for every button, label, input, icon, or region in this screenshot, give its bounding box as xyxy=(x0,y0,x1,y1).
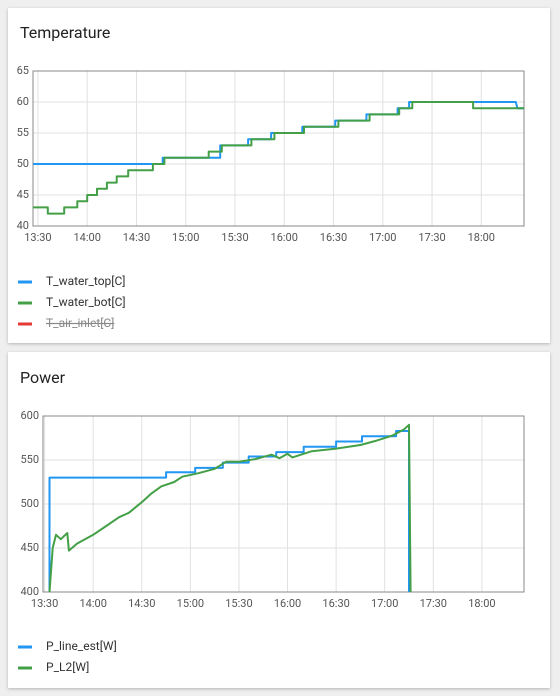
y-tick-label: 55 xyxy=(17,126,29,139)
x-tick-label: 15:00 xyxy=(177,597,204,610)
x-tick-label: 14:30 xyxy=(128,597,155,610)
x-tick-label: 13:30 xyxy=(31,597,58,610)
x-tick-label: 15:30 xyxy=(225,597,252,610)
x-tick-label: 14:00 xyxy=(73,231,100,244)
card xyxy=(8,8,550,343)
x-tick-label: 16:00 xyxy=(271,231,298,244)
x-tick-label: 16:30 xyxy=(320,231,347,244)
x-tick-label: 15:00 xyxy=(172,231,199,244)
x-tick-label: 17:00 xyxy=(369,231,396,244)
x-tick-label: 13:30 xyxy=(24,231,51,244)
card xyxy=(8,352,550,688)
y-tick-label: 550 xyxy=(20,453,39,466)
series-line xyxy=(48,423,412,593)
y-tick-label: 65 xyxy=(17,64,29,77)
y-tick-label: 500 xyxy=(20,497,39,510)
y-tick-label: 60 xyxy=(17,95,29,108)
y-tick-label: 600 xyxy=(20,409,39,422)
y-tick-label: 40 xyxy=(17,219,29,232)
plot-frame xyxy=(42,415,525,593)
x-tick-label: 16:00 xyxy=(274,597,301,610)
y-tick-label: 450 xyxy=(20,541,39,554)
legend-label: T_water_top[C] xyxy=(46,274,125,288)
plot-frame xyxy=(32,70,525,227)
y-tick-label: 45 xyxy=(17,188,29,201)
legend-label: P_L2[W] xyxy=(46,660,89,674)
x-tick-label: 18:00 xyxy=(468,231,495,244)
x-tick-label: 15:30 xyxy=(221,231,248,244)
x-tick-label: 14:00 xyxy=(80,597,107,610)
x-tick-label: 17:00 xyxy=(371,597,398,610)
x-tick-label: 18:00 xyxy=(468,597,495,610)
x-tick-label: 17:30 xyxy=(420,597,447,610)
series-line xyxy=(33,101,524,215)
legend-label: T_water_bot[C] xyxy=(46,295,126,309)
x-tick-label: 17:30 xyxy=(418,231,445,244)
x-tick-label: 16:30 xyxy=(322,597,349,610)
y-tick-label: 50 xyxy=(17,157,29,170)
chart-title: Temperature xyxy=(20,23,110,42)
x-tick-label: 14:30 xyxy=(123,231,150,244)
series-line xyxy=(48,430,410,592)
y-tick-label: 400 xyxy=(20,585,39,598)
legend-label: P_line_est[W] xyxy=(46,639,117,653)
chart-title: Power xyxy=(20,368,66,387)
legend-label: T_air_inlet[C] xyxy=(46,316,114,330)
